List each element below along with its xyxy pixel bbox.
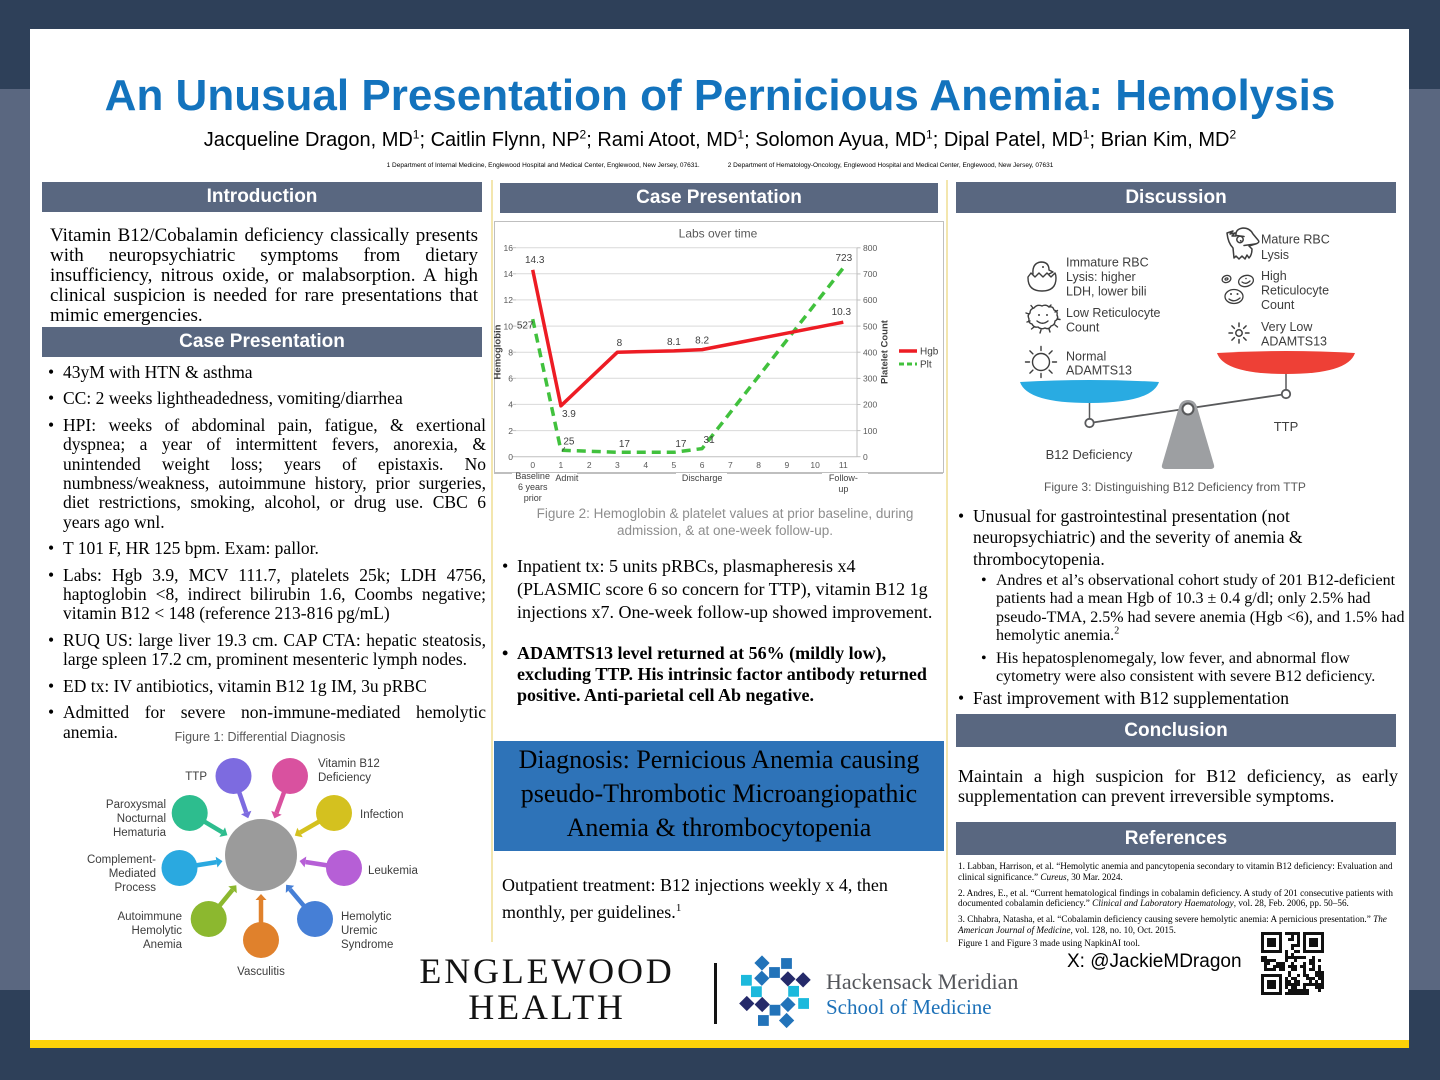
svg-text:Vitamin B12: Vitamin B12 [318,758,380,770]
svg-text:200: 200 [863,400,877,410]
svg-text:5: 5 [672,460,677,470]
svg-text:31: 31 [704,435,716,446]
svg-text:100: 100 [863,426,877,436]
svg-text:7: 7 [728,460,733,470]
svg-text:Infection: Infection [360,809,403,821]
svg-text:Deficiency: Deficiency [318,772,371,784]
svg-text:6: 6 [508,374,513,384]
svg-text:8: 8 [756,460,761,470]
svg-text:14.3: 14.3 [525,255,545,266]
svg-text:2: 2 [587,460,592,470]
svg-text:17: 17 [675,439,687,450]
svg-text:4: 4 [508,400,513,410]
svg-text:0: 0 [530,460,535,470]
svg-text:10.3: 10.3 [832,307,852,318]
svg-text:Hematuria: Hematuria [113,827,167,839]
svg-text:Anemia: Anemia [143,939,183,951]
svg-text:Immature RBC: Immature RBC [1066,256,1149,270]
svg-text:High: High [1261,269,1287,283]
svg-text:16: 16 [504,243,514,253]
svg-text:723: 723 [835,253,852,264]
svg-text:2: 2 [508,426,513,436]
svg-text:ADAMTS13: ADAMTS13 [1261,335,1327,349]
svg-text:Autoimmune: Autoimmune [117,911,182,923]
svg-text:17: 17 [619,439,631,450]
svg-text:Mature RBC: Mature RBC [1261,233,1330,247]
svg-text:Process: Process [114,882,156,894]
svg-text:11: 11 [839,460,848,470]
svg-text:Labs over time: Labs over time [679,227,758,241]
svg-text:600: 600 [863,295,877,305]
svg-text:10: 10 [504,321,514,331]
svg-text:Lysis: Lysis [1261,248,1289,262]
svg-text:0: 0 [863,452,868,462]
svg-text:Vasculitis: Vasculitis [237,966,285,978]
svg-text:10: 10 [810,460,820,470]
svg-text:up: up [838,484,848,494]
svg-text:Count: Count [1066,321,1100,335]
svg-text:Follow-: Follow- [829,473,858,483]
svg-text:Syndrome: Syndrome [341,939,393,951]
svg-text:Hemolytic: Hemolytic [341,911,392,923]
svg-text:3: 3 [615,460,620,470]
svg-text:Complement-: Complement- [87,854,156,866]
svg-text:14: 14 [504,269,514,279]
svg-text:Hemolytic: Hemolytic [132,925,183,937]
svg-text:25: 25 [563,437,575,448]
svg-text:Admit: Admit [555,473,579,483]
svg-text:Lysis: higher: Lysis: higher [1066,270,1136,284]
svg-text:TTP: TTP [1274,419,1299,434]
svg-text:Hgb: Hgb [920,347,939,358]
svg-text:prior: prior [524,493,542,503]
svg-text:Discharge: Discharge [682,473,723,483]
svg-text:400: 400 [863,347,877,357]
svg-text:Uremic: Uremic [341,925,378,937]
svg-text:8: 8 [617,338,623,349]
svg-text:Normal: Normal [1066,349,1106,363]
svg-text:Count: Count [1261,298,1295,312]
svg-text:Nocturnal: Nocturnal [117,813,166,825]
svg-text:Low Reticulocyte: Low Reticulocyte [1066,306,1161,320]
svg-text:Reticulocyte: Reticulocyte [1261,284,1329,298]
svg-text:ADAMTS13: ADAMTS13 [1066,364,1132,378]
svg-text:Leukemia: Leukemia [368,865,418,877]
svg-text:12: 12 [504,295,514,305]
svg-text:Very Low: Very Low [1261,320,1313,334]
svg-text:8.2: 8.2 [695,336,709,347]
svg-text:Mediated: Mediated [109,868,156,880]
svg-text:8: 8 [508,347,513,357]
svg-text:700: 700 [863,269,877,279]
svg-text:Plt: Plt [920,360,932,371]
svg-text:300: 300 [863,374,877,384]
svg-text:Platelet Count: Platelet Count [880,319,891,384]
svg-text:9: 9 [785,460,790,470]
svg-text:6: 6 [700,460,705,470]
svg-text:8.1: 8.1 [667,337,681,348]
svg-text:Baseline: Baseline [515,471,550,481]
svg-text:800: 800 [863,243,877,253]
svg-text:Paroxysmal: Paroxysmal [106,799,166,811]
svg-text:Hemoglobin: Hemoglobin [494,324,504,379]
svg-text:1: 1 [559,460,564,470]
svg-text:6 years: 6 years [518,482,548,492]
svg-text:3.9: 3.9 [562,409,576,420]
svg-text:4: 4 [643,460,648,470]
svg-text:0: 0 [508,452,513,462]
svg-text:LDH, lower bili: LDH, lower bili [1066,285,1147,299]
svg-text:B12 Deficiency: B12 Deficiency [1046,447,1133,462]
svg-text:527: 527 [517,321,534,332]
svg-text:500: 500 [863,321,877,331]
svg-text:TTP: TTP [185,771,207,783]
